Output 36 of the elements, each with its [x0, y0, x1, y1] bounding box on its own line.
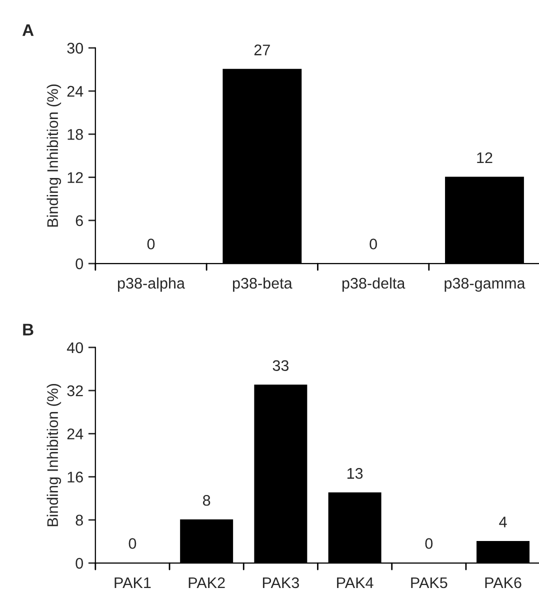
x-tick-label: PAK4 [337, 578, 374, 588]
data-label: 0 [370, 238, 377, 250]
x-tick-label: PAK2 [188, 577, 225, 588]
y-tick-label: 24 [67, 428, 84, 440]
x-tick-label: PAK6 [485, 577, 522, 588]
data-label: 4 [499, 516, 507, 528]
y-axis-title: Binding Inhibition (%) [46, 384, 62, 526]
y-tick-label: 0 [76, 558, 83, 569]
data-label: 13 [347, 468, 363, 479]
y-tick-label: 18 [68, 129, 83, 140]
data-label: 8 [202, 494, 210, 506]
y-tick-label: 24 [67, 86, 84, 97]
x-tick-label: PAK1 [114, 578, 151, 588]
y-tick-label: 6 [76, 215, 83, 226]
y-tick-label: 12 [68, 172, 83, 183]
x-tick-label: PAK5 [411, 578, 448, 588]
x-tick-label: PAK3 [262, 577, 299, 588]
x-tick-label: p38-alpha [118, 277, 185, 292]
data-label: 0 [147, 238, 155, 250]
y-tick-label: 30 [67, 42, 83, 54]
y-tick-label: 16 [68, 472, 83, 482]
data-label: 33 [272, 360, 289, 372]
chart-title: B [23, 324, 34, 336]
x-tick-label: p38-gamma [444, 278, 526, 292]
data-label: 0 [128, 538, 136, 549]
data-label: 27 [254, 44, 270, 56]
x-tick-label: p38-delta [342, 277, 406, 292]
data-label: 0 [425, 538, 433, 549]
y-tick-label: 8 [76, 514, 83, 526]
data-label: 12 [477, 152, 492, 164]
x-tick-label: p38-beta [232, 277, 292, 292]
y-tick-label: 32 [67, 385, 83, 396]
y-axis-title: Binding Inhibition (%) [46, 84, 62, 227]
y-tick-label: 40 [66, 342, 83, 354]
chart-title: A [22, 24, 34, 36]
y-tick-label: 0 [76, 258, 83, 270]
